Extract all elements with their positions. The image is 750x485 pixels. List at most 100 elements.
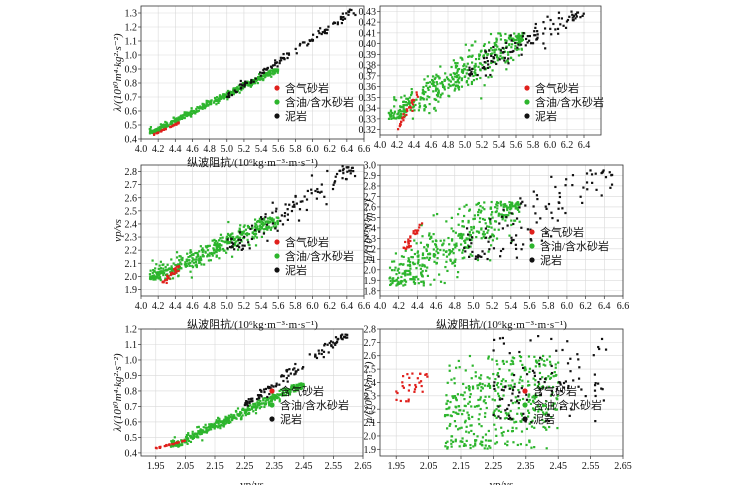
data-point bbox=[262, 71, 265, 74]
data-point bbox=[442, 253, 445, 256]
y-tick-label: 1.9 bbox=[364, 276, 377, 287]
data-point bbox=[541, 411, 545, 414]
data-point bbox=[544, 47, 547, 50]
data-point bbox=[501, 46, 504, 50]
data-point bbox=[320, 349, 324, 352]
data-point bbox=[237, 84, 240, 87]
data-point bbox=[497, 56, 500, 60]
data-point bbox=[155, 130, 158, 133]
data-point bbox=[352, 170, 355, 173]
data-point bbox=[417, 229, 420, 232]
data-point bbox=[237, 414, 240, 417]
data-point bbox=[556, 219, 559, 222]
data-point bbox=[347, 166, 350, 169]
data-point bbox=[339, 15, 342, 19]
data-point bbox=[508, 204, 512, 207]
data-point bbox=[250, 405, 253, 409]
data-point bbox=[505, 214, 508, 217]
data-point bbox=[293, 385, 297, 388]
data-point bbox=[422, 85, 425, 89]
data-point bbox=[172, 116, 175, 119]
data-point bbox=[195, 107, 198, 111]
data-point bbox=[243, 224, 246, 227]
data-point bbox=[486, 257, 489, 261]
data-point bbox=[508, 34, 511, 37]
data-point bbox=[247, 225, 251, 229]
data-point bbox=[437, 251, 440, 254]
data-point bbox=[474, 442, 477, 445]
data-point bbox=[456, 213, 460, 216]
data-point bbox=[487, 76, 490, 79]
data-point bbox=[554, 366, 557, 369]
data-point bbox=[468, 55, 471, 58]
data-point bbox=[416, 251, 419, 254]
data-point bbox=[471, 385, 475, 388]
data-point bbox=[533, 371, 536, 374]
data-point bbox=[196, 254, 199, 257]
data-point bbox=[581, 201, 584, 205]
data-point bbox=[509, 384, 513, 387]
data-point bbox=[454, 425, 458, 428]
data-point bbox=[169, 445, 173, 448]
data-point bbox=[185, 114, 189, 118]
data-point bbox=[162, 280, 165, 283]
data-point bbox=[423, 78, 426, 81]
data-point bbox=[533, 446, 536, 449]
data-point bbox=[511, 386, 514, 389]
data-point bbox=[511, 418, 515, 421]
y-tick-label: 2.0 bbox=[364, 265, 377, 276]
data-point bbox=[183, 263, 187, 266]
legend-label: 含气砂岩 bbox=[285, 235, 329, 249]
data-point bbox=[521, 35, 525, 38]
data-point bbox=[462, 233, 465, 236]
data-point bbox=[511, 37, 514, 40]
data-point bbox=[395, 278, 398, 281]
data-point bbox=[165, 444, 168, 447]
x-tick-label: 4.4 bbox=[169, 144, 182, 155]
data-point bbox=[436, 257, 439, 260]
data-point bbox=[600, 387, 603, 390]
data-point bbox=[282, 394, 286, 397]
data-point bbox=[504, 379, 507, 383]
x-tick-label: 4.6 bbox=[430, 301, 443, 312]
data-point bbox=[258, 230, 261, 233]
data-point bbox=[228, 241, 231, 244]
data-point bbox=[524, 37, 528, 41]
data-point bbox=[409, 106, 413, 109]
data-point bbox=[187, 255, 190, 259]
data-point bbox=[438, 273, 441, 276]
data-point bbox=[526, 409, 530, 412]
data-point bbox=[445, 220, 448, 223]
data-point bbox=[171, 439, 175, 442]
data-point bbox=[197, 106, 200, 110]
data-point bbox=[266, 73, 270, 76]
data-point bbox=[436, 91, 440, 94]
data-point bbox=[501, 51, 505, 54]
data-point bbox=[550, 393, 553, 396]
data-point bbox=[467, 246, 470, 249]
data-point bbox=[454, 75, 457, 78]
data-point bbox=[585, 181, 589, 184]
data-point bbox=[488, 49, 491, 52]
data-point bbox=[148, 130, 152, 133]
data-point bbox=[236, 248, 240, 251]
data-point bbox=[180, 263, 183, 266]
data-point bbox=[496, 381, 499, 385]
data-point bbox=[528, 39, 531, 42]
data-point bbox=[238, 91, 241, 94]
data-point bbox=[409, 260, 412, 264]
data-point bbox=[602, 399, 605, 402]
data-point bbox=[187, 432, 190, 435]
y-axis-label: λ/(10¹⁰m⁴·kg²·s⁻²) bbox=[112, 353, 124, 433]
data-point bbox=[481, 233, 485, 236]
data-point bbox=[508, 369, 511, 372]
data-point bbox=[499, 417, 502, 420]
data-point bbox=[248, 412, 251, 415]
data-point bbox=[444, 72, 447, 75]
data-point bbox=[496, 59, 499, 62]
data-point bbox=[188, 259, 191, 262]
data-point bbox=[509, 205, 512, 208]
data-point bbox=[403, 94, 406, 97]
data-point bbox=[435, 245, 438, 248]
data-point bbox=[190, 253, 193, 257]
